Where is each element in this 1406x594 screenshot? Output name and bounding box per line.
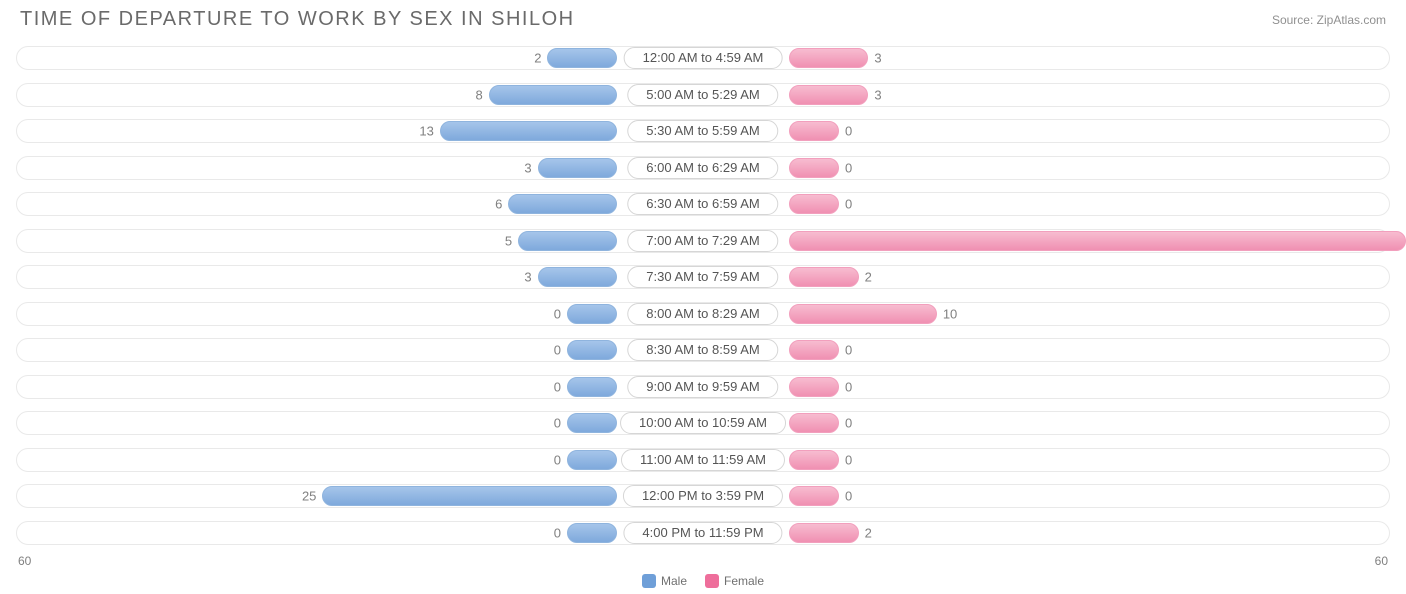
time-range-label: 5:00 AM to 5:29 AM: [627, 84, 778, 106]
legend-male-label: Male: [661, 574, 687, 588]
female-value-label: 3: [874, 87, 881, 102]
female-value-label: 3: [874, 51, 881, 66]
legend-male: Male: [642, 574, 687, 588]
chart-area: 2 3 12:00 AM to 4:59 AM 8 3 5:00 AM to 5:29 A…: [0, 37, 1406, 550]
time-range-label: 8:30 AM to 8:59 AM: [627, 339, 778, 361]
male-value-label: 8: [476, 87, 483, 102]
time-range-label: 12:00 PM to 3:59 PM: [623, 485, 783, 507]
male-value-label: 13: [419, 124, 433, 139]
chart-source: Source: ZipAtlas.com: [1272, 13, 1386, 27]
time-range-label: 6:00 AM to 6:29 AM: [627, 157, 778, 179]
time-range-label: 12:00 AM to 4:59 AM: [624, 47, 783, 69]
female-bar: [789, 48, 868, 68]
male-bar: [518, 231, 617, 251]
female-value-label: 0: [845, 416, 852, 431]
male-bar: [547, 48, 617, 68]
time-range-label: 8:00 AM to 8:29 AM: [627, 303, 778, 325]
chart-row: 5587:00 AM to 7:29 AM: [10, 224, 1396, 259]
female-bar: [789, 486, 839, 506]
legend-female-label: Female: [724, 574, 764, 588]
time-range-label: 9:00 AM to 9:59 AM: [627, 376, 778, 398]
female-bar: [789, 413, 839, 433]
female-bar: [789, 304, 937, 324]
time-range-label: 7:30 AM to 7:59 AM: [627, 266, 778, 288]
male-value-label: 3: [524, 270, 531, 285]
chart-row: 13 0 5:30 AM to 5:59 AM: [10, 114, 1396, 149]
male-value-label: 25: [302, 489, 316, 504]
legend: Male Female: [0, 574, 1406, 588]
male-bar: [567, 340, 617, 360]
male-bar: [508, 194, 617, 214]
male-bar: [567, 523, 617, 543]
female-bar: [789, 231, 1406, 251]
time-range-label: 5:30 AM to 5:59 AM: [627, 120, 778, 142]
chart-row: 0 10 8:00 AM to 8:29 AM: [10, 297, 1396, 332]
axis-left-max: 60: [18, 554, 31, 568]
chart-row: 3 2 7:30 AM to 7:59 AM: [10, 260, 1396, 295]
axis-right-max: 60: [1375, 554, 1388, 568]
male-bar: [567, 450, 617, 470]
chart-row: 0 0 10:00 AM to 10:59 AM: [10, 406, 1396, 441]
male-value-label: 0: [554, 379, 561, 394]
female-bar: [789, 85, 868, 105]
female-value-label: 0: [845, 489, 852, 504]
male-bar: [440, 121, 617, 141]
male-swatch-icon: [642, 574, 656, 588]
male-value-label: 0: [554, 525, 561, 540]
female-bar: [789, 158, 839, 178]
female-bar: [789, 340, 839, 360]
female-value-label: 0: [845, 160, 852, 175]
female-value-label: 0: [845, 197, 852, 212]
chart-row: 0 2 4:00 PM to 11:59 PM: [10, 516, 1396, 551]
female-value-label: 10: [943, 306, 957, 321]
male-value-label: 3: [524, 160, 531, 175]
female-bar: [789, 121, 839, 141]
time-range-label: 6:30 AM to 6:59 AM: [627, 193, 778, 215]
male-bar: [567, 413, 617, 433]
female-bar: [789, 267, 859, 287]
male-value-label: 6: [495, 197, 502, 212]
chart-row: 6 0 6:30 AM to 6:59 AM: [10, 187, 1396, 222]
chart-row: 25 0 12:00 PM to 3:59 PM: [10, 479, 1396, 514]
female-bar: [789, 523, 859, 543]
male-value-label: 5: [505, 233, 512, 248]
chart-row: 0 0 9:00 AM to 9:59 AM: [10, 370, 1396, 405]
male-value-label: 0: [554, 452, 561, 467]
legend-female: Female: [705, 574, 764, 588]
female-value-label: 0: [845, 124, 852, 139]
male-value-label: 2: [534, 51, 541, 66]
chart-row: 8 3 5:00 AM to 5:29 AM: [10, 78, 1396, 113]
male-value-label: 0: [554, 306, 561, 321]
time-range-label: 4:00 PM to 11:59 PM: [623, 522, 782, 544]
female-value-label: 0: [845, 452, 852, 467]
time-range-label: 10:00 AM to 10:59 AM: [620, 412, 786, 434]
male-bar: [567, 377, 617, 397]
male-bar: [322, 486, 617, 506]
time-range-label: 7:00 AM to 7:29 AM: [627, 230, 778, 252]
chart-row: 2 3 12:00 AM to 4:59 AM: [10, 41, 1396, 76]
female-value-label: 2: [865, 270, 872, 285]
x-axis: 60 60: [0, 552, 1406, 568]
chart-row: 0 0 8:30 AM to 8:59 AM: [10, 333, 1396, 368]
female-swatch-icon: [705, 574, 719, 588]
chart-title: TIME OF DEPARTURE TO WORK BY SEX IN SHIL…: [20, 8, 575, 31]
male-value-label: 0: [554, 416, 561, 431]
chart-row: 0 0 11:00 AM to 11:59 AM: [10, 443, 1396, 478]
male-bar: [489, 85, 617, 105]
female-value-label: 0: [845, 343, 852, 358]
female-value-label: 2: [865, 525, 872, 540]
female-value-label: 0: [845, 379, 852, 394]
male-value-label: 0: [554, 343, 561, 358]
male-bar: [567, 304, 617, 324]
chart-row: 3 0 6:00 AM to 6:29 AM: [10, 151, 1396, 186]
male-bar: [538, 158, 617, 178]
female-bar: [789, 194, 839, 214]
female-bar: [789, 377, 839, 397]
time-range-label: 11:00 AM to 11:59 AM: [621, 449, 785, 471]
male-bar: [538, 267, 617, 287]
female-bar: [789, 450, 839, 470]
